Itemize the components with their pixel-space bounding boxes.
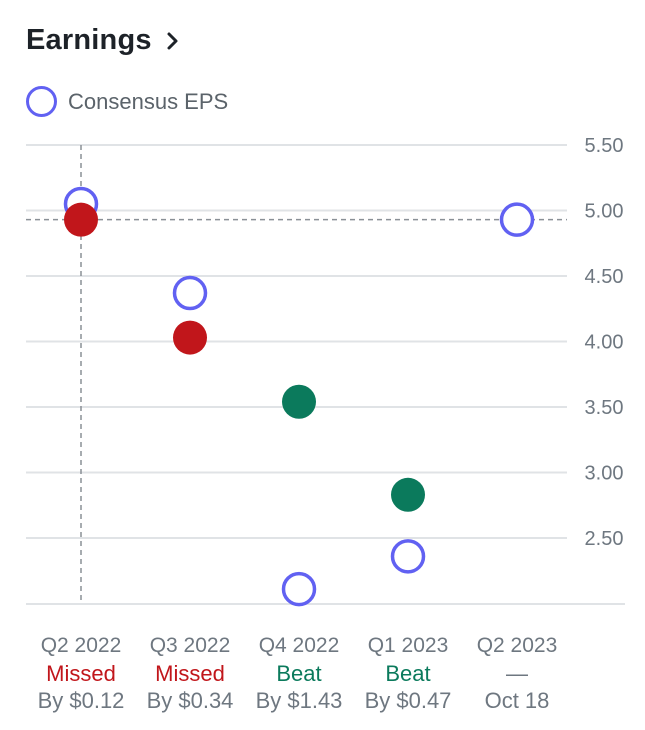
earnings-header-link[interactable]: Earnings	[26, 24, 184, 57]
y-tick-label: 4.50	[585, 266, 624, 288]
quarter-label: Q4 2022	[259, 634, 340, 657]
quarter-status: Missed	[46, 661, 116, 686]
actual-eps-point	[391, 477, 425, 512]
consensus-legend-marker	[26, 86, 57, 117]
actual-eps-point	[282, 384, 316, 419]
quarter-label: Q1 2023	[368, 634, 449, 657]
quarter-label: Q2 2022	[41, 634, 122, 657]
earnings-title: Earnings	[26, 24, 152, 56]
consensus-point	[281, 571, 317, 607]
y-tick-label: 5.00	[585, 201, 624, 223]
chevron-right-icon	[167, 32, 178, 49]
quarter-status: Beat	[276, 661, 321, 686]
y-tick-label: 3.00	[585, 463, 624, 485]
y-tick-label: 3.50	[585, 397, 624, 419]
quarter-status: Missed	[155, 661, 225, 686]
actual-eps-point	[173, 320, 207, 355]
quarter-detail: By $1.43	[256, 688, 343, 713]
consensus-legend-label: Consensus EPS	[68, 88, 229, 114]
quarter-detail: By $0.47	[365, 688, 452, 713]
consensus-point	[499, 202, 535, 237]
consensus-point	[390, 539, 426, 574]
quarter-detail: Oct 18	[485, 688, 550, 713]
quarter-detail: By $0.12	[38, 688, 125, 713]
y-tick-label: 4.00	[585, 332, 624, 354]
quarter-label: Q2 2023	[477, 634, 558, 657]
actual-eps-point	[64, 202, 98, 237]
quarter-label: Q3 2022	[150, 634, 231, 657]
quarter-status: —	[506, 661, 528, 686]
y-tick-label: 2.50	[585, 528, 624, 550]
consensus-point	[172, 275, 208, 311]
y-tick-label: 5.50	[585, 135, 624, 157]
chart-legend: Consensus EPS	[26, 86, 228, 117]
quarter-detail: By $0.34	[147, 688, 234, 713]
quarter-status: Beat	[385, 661, 430, 686]
